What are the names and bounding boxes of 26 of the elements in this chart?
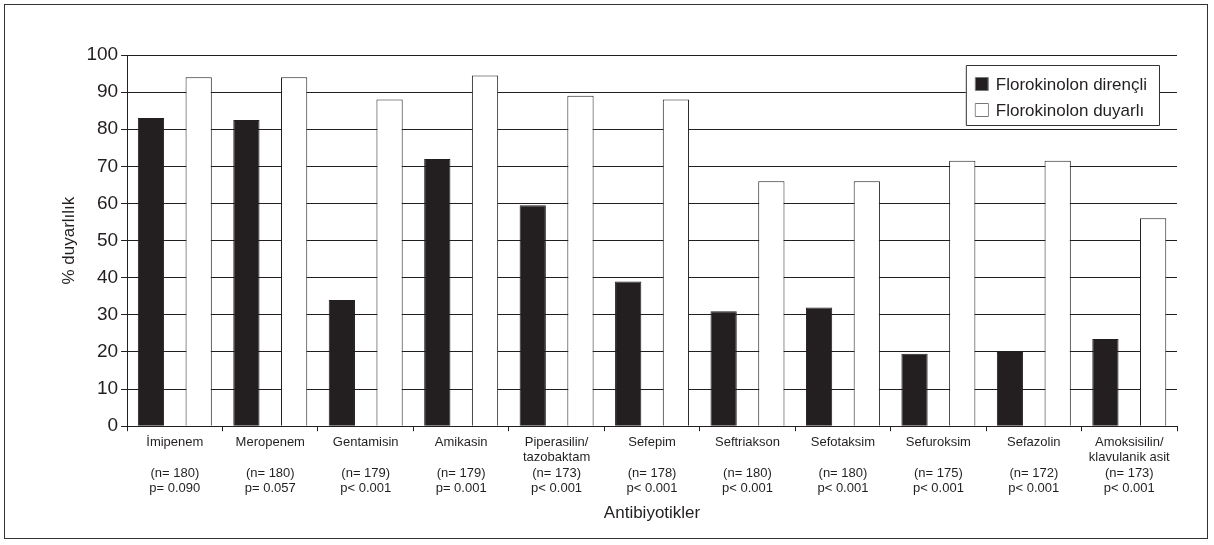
y-tick-label: 50: [96, 228, 119, 250]
y-tick-label: 20: [96, 340, 119, 362]
legend-label: Florokinolon dirençli: [995, 74, 1148, 94]
category-label: Meropenem (n= 180) p= 0.057: [235, 433, 305, 496]
y-tick-label: 90: [96, 80, 119, 102]
y-tick-label: 0: [107, 414, 119, 436]
category-label: Sefepim (n= 178) p< 0.001: [626, 433, 678, 496]
category-label: Sefazolin (n= 172) p< 0.001: [1007, 433, 1061, 496]
y-tick-label: 10: [96, 377, 119, 399]
x-axis-title: Antibiyotikler: [603, 503, 701, 523]
y-tick-label: 80: [96, 117, 119, 139]
category-label: İmipenem (n= 180) p= 0.090: [146, 433, 204, 496]
y-tick-label: 60: [96, 191, 119, 213]
category-label: Gentamisin (n= 179) p< 0.001: [332, 433, 399, 496]
x-tick-label: Piperasilin/ tazobaktam (n= 173) p< 0.001: [523, 433, 591, 496]
category-label: Seftriakson (n= 180) p< 0.001: [714, 433, 781, 496]
category-label: Amikasin (n= 179) p= 0.001: [434, 433, 488, 496]
x-tick-label: Amoksisilin/ klavulanik asit (n= 173) p< 0.001: [1088, 433, 1171, 496]
legend-label: Florokinolon duyarlı: [995, 100, 1145, 120]
y-tick-label: 70: [96, 154, 119, 176]
y-tick-label: 100: [86, 43, 119, 65]
category-label: Sefotaksim (n= 180) p< 0.001: [810, 433, 876, 496]
y-tick-label: 40: [96, 265, 119, 287]
y-axis-title: % duyarlılık: [58, 196, 78, 285]
category-label: Sefuroksim (n= 175) p< 0.001: [905, 433, 971, 496]
y-tick-label: 30: [96, 303, 119, 325]
